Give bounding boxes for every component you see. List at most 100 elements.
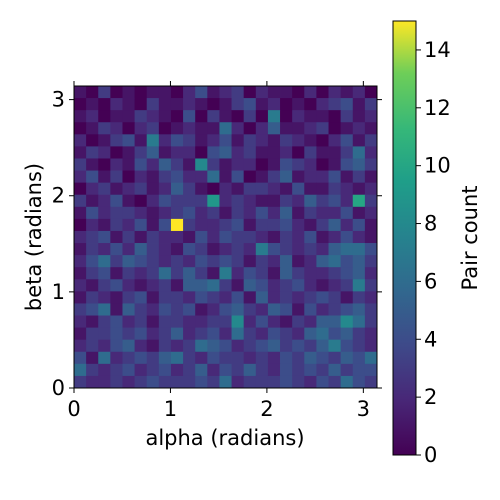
heatmap-cell (146, 170, 160, 184)
heatmap-cell (292, 255, 305, 268)
heatmap-cell (304, 182, 317, 196)
heatmap-cell (98, 194, 111, 208)
heatmap-cell (86, 122, 99, 135)
heatmap-cell (122, 122, 135, 135)
heatmap-cell (231, 194, 245, 208)
heatmap-cell (146, 146, 160, 159)
heatmap-cell (231, 218, 245, 232)
heatmap-cell (292, 230, 305, 244)
heatmap-cell (183, 279, 196, 292)
heatmap-cell (170, 158, 184, 171)
heatmap-cell (74, 98, 87, 111)
x-tick-label: 2 (260, 397, 273, 421)
heatmap-cell (134, 98, 148, 111)
heatmap-cell (328, 303, 342, 316)
heatmap-cell (316, 110, 329, 123)
colorbar-tick-label: 14 (424, 38, 451, 62)
heatmap-cell (292, 243, 305, 256)
heatmap-cell (195, 351, 208, 365)
heatmap-cell (134, 243, 148, 256)
heatmap-cell (304, 267, 317, 280)
heatmap-cell (170, 363, 184, 377)
heatmap-cell (292, 194, 305, 208)
heatmap-cell (207, 315, 220, 328)
heatmap-cell (255, 158, 269, 171)
heatmap-cell (243, 255, 257, 268)
heatmap-cell (280, 194, 293, 208)
heatmap-cell (183, 303, 196, 316)
heatmap-cell (110, 243, 123, 256)
heatmap-cell (340, 339, 354, 353)
heatmap-cell (195, 218, 208, 232)
heatmap-cell (207, 279, 220, 292)
heatmap-cell (195, 279, 208, 292)
heatmap-cell (352, 146, 366, 159)
heatmap-cell (328, 243, 342, 256)
heatmap-cell (74, 315, 87, 328)
heatmap-cell (183, 194, 196, 208)
heatmap-cell (352, 315, 366, 328)
heatmap-cell (98, 158, 111, 171)
heatmap-cell (146, 218, 160, 232)
heatmap-cell (195, 291, 208, 304)
heatmap-cell (352, 194, 366, 208)
heatmap-cell (170, 206, 184, 220)
heatmap-cell (86, 194, 99, 208)
heatmap-cell (267, 267, 281, 280)
heatmap-cell (170, 86, 184, 99)
heatmap-cell (255, 327, 269, 341)
heatmap-cell (316, 194, 329, 208)
heatmap-cell (134, 351, 148, 365)
heatmap-cell (255, 243, 269, 256)
heatmap-cell (158, 375, 172, 389)
heatmap-cell (364, 363, 378, 377)
heatmap-cell (280, 158, 293, 171)
heatmap-cell (364, 182, 378, 196)
heatmap-cell (280, 315, 293, 328)
heatmap-cell (352, 267, 366, 280)
heatmap-cell (280, 363, 293, 377)
heatmap-cell (122, 230, 135, 244)
heatmap-cell (134, 327, 148, 341)
heatmap-cell (231, 243, 245, 256)
heatmap-cell (280, 243, 293, 256)
heatmap-cell (158, 158, 172, 171)
heatmap-cell (231, 339, 245, 353)
heatmap-cell (292, 110, 305, 123)
heatmap-cell (183, 206, 196, 220)
heatmap-cell (98, 98, 111, 111)
heatmap-cell (316, 170, 329, 184)
heatmap-cell (122, 303, 135, 316)
heatmap-cell (292, 170, 305, 184)
heatmap-cell (74, 206, 87, 220)
heatmap-cell (74, 194, 87, 208)
heatmap-cell (183, 98, 196, 111)
heatmap-cell (304, 206, 317, 220)
heatmap-cell (98, 363, 111, 377)
heatmap-cell (255, 291, 269, 304)
heatmap-cell (146, 363, 160, 377)
heatmap-cell (122, 375, 135, 389)
heatmap-cell (316, 303, 329, 316)
heatmap-cell (219, 218, 232, 232)
heatmap-cell (98, 182, 111, 196)
heatmap-cell (243, 303, 257, 316)
heatmap-cell (255, 267, 269, 280)
heatmap-cell (170, 218, 184, 232)
heatmap-cell (364, 86, 378, 99)
heatmap-cell (134, 339, 148, 353)
heatmap-cell (170, 170, 184, 184)
heatmap-cell (352, 291, 366, 304)
y-tick-label: 2 (52, 184, 65, 208)
heatmap-cell (243, 351, 257, 365)
heatmap-cell (316, 230, 329, 244)
heatmap-cell (328, 86, 342, 99)
heatmap-cell (364, 267, 378, 280)
heatmap-cell (316, 182, 329, 196)
heatmap-cell (219, 170, 232, 184)
heatmap-cell (110, 291, 123, 304)
heatmap-cell (110, 194, 123, 208)
heatmap-cell (86, 182, 99, 196)
heatmap-cell (122, 170, 135, 184)
heatmap-cell (207, 291, 220, 304)
